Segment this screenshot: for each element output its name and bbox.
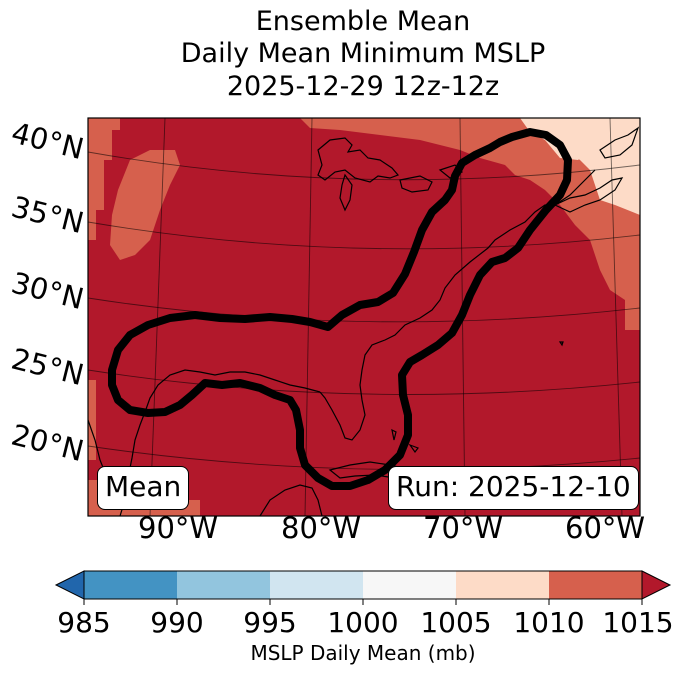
colorbar-tick-1010: 1010	[513, 606, 585, 639]
colorbar-bin-995-1000	[270, 571, 363, 599]
colorbar-bin-990-995	[177, 571, 270, 599]
pressure-field-1005-1010-west	[88, 118, 120, 240]
title-line-1: Ensemble Mean	[255, 6, 471, 37]
highlight-contour	[108, 128, 572, 490]
colorbar-tick-985: 985	[57, 606, 111, 639]
colorbar-tick-1000: 1000	[327, 606, 399, 639]
mean-label-box: Mean	[97, 466, 190, 510]
pressure-field-1005-1010-northeast	[300, 118, 640, 330]
lon-label-90w: 90°W	[138, 511, 219, 545]
map-panel	[88, 118, 640, 516]
colorbar-extend-high	[641, 570, 672, 600]
lon-label-80w: 80°W	[281, 511, 362, 545]
colorbar-tick-1005: 1005	[420, 606, 492, 639]
colorbar-extend-low	[54, 570, 85, 600]
colorbar-tick-1015: 1015	[602, 606, 674, 639]
colorbar-bin-1010-1015	[549, 571, 642, 599]
pressure-field-1005-1010-southwest	[88, 380, 96, 460]
colorbar-bin-985-990	[84, 571, 177, 599]
colorbar-label: MSLP Daily Mean (mb)	[250, 641, 476, 665]
map-frame	[87, 117, 641, 517]
lon-label-60w: 60°W	[565, 511, 646, 545]
colorbar-tick-990: 990	[150, 606, 204, 639]
run-date-label-box: Run: 2025-12-10	[388, 466, 639, 510]
colorbar-bin-1000-1005	[363, 571, 456, 599]
title-line-3: 2025-12-29 12z-12z	[226, 71, 500, 102]
colorbar-tick-995: 995	[243, 606, 297, 639]
colorbar	[54, 570, 672, 605]
title-line-2: Daily Mean Minimum MSLP	[180, 38, 546, 69]
colorbar-bin-1005-1010	[456, 571, 549, 599]
lon-label-70w: 70°W	[423, 511, 504, 545]
